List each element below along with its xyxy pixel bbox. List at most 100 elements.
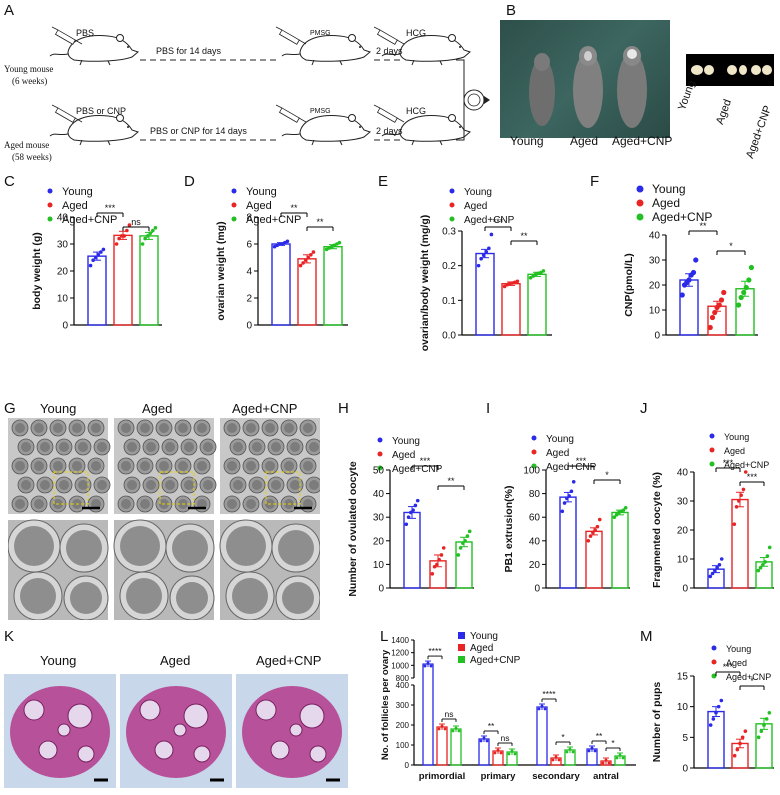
data-point [715,565,719,570]
data-point [404,522,409,527]
legend-marker [231,188,237,194]
legend-marker [231,216,237,222]
ovary-label-aged: Aged [714,97,735,127]
legend-marker [709,461,715,467]
data-point [740,735,745,740]
data-point [148,231,153,235]
data-point [541,269,546,273]
follicle [38,740,58,760]
oocyte-core [97,442,107,452]
sig-label: * [611,738,615,748]
sig-label: *** [576,456,587,466]
legend-label: Aged+CNP [724,460,769,470]
y-tick-label: 400 [396,681,410,690]
k-label-young: Young [40,653,77,668]
data-point [485,739,489,743]
legend-marker [531,435,537,441]
legend-marker [377,465,383,471]
data-point [562,501,567,505]
legend-label: Aged+CNP [470,655,521,666]
data-point [732,753,737,758]
oocyte-core [227,423,237,433]
data-point [743,470,748,474]
y-tick-label: 200 [396,721,410,730]
sig-label: * [605,470,609,480]
data-point [567,494,571,498]
oocyte-core [176,582,208,614]
y-axis-label: ovarian weight (mg) [215,221,227,320]
oocyte-core [15,423,25,433]
y-tick-label: 40 [57,213,69,224]
data-point [593,749,597,753]
legend-label: Young [546,434,574,445]
data-point [531,274,535,278]
aged-mouse-label: Aged mouse [4,140,50,150]
sig-label: *** [723,458,734,468]
sig-label: *** [747,472,758,482]
oocyte-core [172,530,208,566]
oocyte-core [140,423,150,433]
data-point [738,294,744,301]
oocyte-core [59,480,69,490]
sig-label: * [729,241,733,251]
data-point [502,284,507,289]
sig-label: * [750,676,754,686]
oocyte-core [252,442,262,452]
legend-label: Young [724,432,749,442]
syringe-icon [275,104,307,123]
panel-letter-h: H [338,400,349,417]
x-tick-label: primary [481,771,517,782]
legend-marker [709,433,715,439]
legend-marker [377,437,383,443]
panel-letter-m: M [640,628,653,645]
oocyte-core [140,461,150,471]
panel-letter-c: C [4,173,15,190]
mice-label-aged-cnp: Aged+CNP [612,134,673,148]
y-tick-label: 100 [523,466,540,477]
x-tick-label: secondary [532,771,580,782]
data-point [690,269,697,276]
data-point [432,564,437,569]
y-tick-label: 300 [396,701,410,710]
chart-ovarian-weight: Young Aged Aged+CNP 0 2 4 6 8 ovarian weight (mg… [215,186,348,332]
y-tick-label: 1400 [391,636,409,645]
data-point [513,752,517,756]
k-label-aged: Aged [160,653,191,668]
y-tick-label: 30 [677,497,689,508]
oocyte-core [165,480,175,490]
oocyte-core [121,461,131,471]
aged-mouse-icon-1 [49,114,139,146]
oocyte-core [34,423,44,433]
data-point [560,509,565,514]
oocyte-core [197,499,207,509]
data-point [554,755,558,759]
data-point [618,753,622,757]
zoom-box [265,471,301,505]
data-point [739,493,743,497]
syringe-icon [373,104,405,123]
legend-label: Aged [724,446,745,456]
y-tick-label: 0.2 [442,261,456,272]
y-tick-label: 8 [246,213,252,224]
data-point [565,496,569,501]
bar [436,726,448,766]
y-tick-label: 0 [682,764,688,775]
legend-marker [449,216,455,222]
panel-letter-l: L [380,628,389,645]
oocyte-core [203,480,213,490]
follicle [183,703,209,729]
legend-label: Aged [726,658,747,668]
data-point [117,236,121,241]
data-point [759,729,764,733]
data-point [487,246,491,251]
data-point [306,255,311,260]
data-point [285,239,290,244]
data-point [588,534,593,538]
ovary-label-aged-cnp: Aged+CNP [744,103,775,161]
data-point [413,503,418,508]
y-tick-label: 800 [396,674,410,683]
oocyte-core [309,480,319,490]
legend-label: Aged+CNP [546,462,597,473]
